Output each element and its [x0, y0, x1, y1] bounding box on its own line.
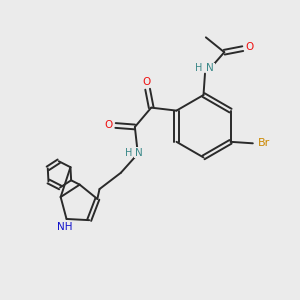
- Text: O: O: [142, 77, 150, 87]
- Text: O: O: [104, 120, 112, 130]
- Text: H: H: [195, 63, 202, 73]
- Text: O: O: [245, 43, 254, 52]
- Text: N: N: [135, 148, 142, 158]
- Text: Br: Br: [258, 138, 270, 148]
- Text: H: H: [124, 148, 132, 158]
- Text: N: N: [206, 63, 214, 73]
- Text: NH: NH: [57, 222, 73, 232]
